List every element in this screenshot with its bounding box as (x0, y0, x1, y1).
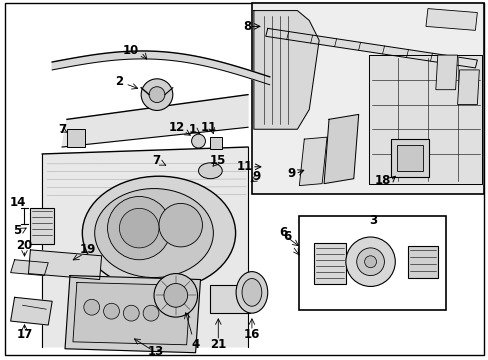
Polygon shape (52, 51, 269, 85)
Polygon shape (42, 147, 247, 347)
Text: 19: 19 (80, 243, 96, 256)
Polygon shape (425, 9, 476, 30)
Text: 2: 2 (115, 75, 123, 88)
Polygon shape (65, 275, 200, 353)
Circle shape (163, 283, 187, 307)
Text: 18: 18 (374, 174, 390, 187)
Circle shape (154, 274, 197, 317)
Text: 9: 9 (286, 167, 295, 180)
Text: 4: 4 (191, 338, 199, 351)
Circle shape (191, 134, 205, 148)
Bar (67, 129, 84, 147)
Text: 11: 11 (236, 160, 252, 173)
Polygon shape (11, 297, 52, 325)
Circle shape (83, 299, 100, 315)
Text: 9: 9 (251, 170, 260, 183)
Polygon shape (265, 28, 476, 68)
Bar (210, 137, 222, 149)
Polygon shape (62, 95, 247, 147)
Circle shape (107, 197, 170, 260)
Polygon shape (253, 10, 319, 129)
Text: 13: 13 (147, 345, 164, 358)
Circle shape (149, 87, 164, 103)
Text: 6: 6 (279, 226, 287, 239)
Circle shape (123, 305, 139, 321)
Text: 17: 17 (16, 328, 33, 341)
Bar (210, 285, 249, 313)
Text: 7: 7 (152, 154, 160, 167)
Text: 21: 21 (210, 338, 226, 351)
Circle shape (159, 203, 202, 247)
Circle shape (141, 79, 172, 111)
Circle shape (356, 248, 384, 275)
Text: 16: 16 (243, 328, 260, 341)
Polygon shape (11, 260, 48, 275)
Polygon shape (324, 114, 358, 184)
Text: 6: 6 (283, 230, 291, 243)
Ellipse shape (95, 189, 213, 278)
Bar (396, 145, 422, 171)
Bar (299, 216, 445, 310)
Polygon shape (457, 70, 478, 104)
Text: 12: 12 (168, 121, 184, 134)
Circle shape (364, 256, 376, 268)
Bar (30, 208, 54, 244)
Bar (407, 246, 437, 278)
Text: 20: 20 (16, 239, 33, 252)
Ellipse shape (236, 272, 267, 313)
Bar (314, 243, 345, 284)
Text: 3: 3 (369, 214, 377, 227)
Circle shape (143, 305, 159, 321)
Polygon shape (435, 55, 457, 90)
Bar (251, 3, 483, 194)
Text: 10: 10 (123, 44, 139, 57)
Circle shape (103, 303, 119, 319)
Text: 7: 7 (58, 123, 66, 136)
Text: 8: 8 (243, 20, 251, 33)
Text: 5: 5 (14, 224, 21, 237)
Text: 11: 11 (200, 121, 216, 134)
Text: 14: 14 (9, 196, 26, 209)
Ellipse shape (82, 176, 235, 290)
Circle shape (119, 208, 159, 248)
Polygon shape (368, 55, 481, 184)
Polygon shape (28, 250, 102, 279)
Ellipse shape (242, 279, 261, 306)
Text: 15: 15 (210, 154, 226, 167)
Text: 1: 1 (188, 123, 196, 136)
Polygon shape (73, 283, 190, 345)
Ellipse shape (198, 163, 222, 179)
Circle shape (345, 237, 394, 287)
Polygon shape (299, 137, 326, 186)
Bar (390, 139, 428, 177)
